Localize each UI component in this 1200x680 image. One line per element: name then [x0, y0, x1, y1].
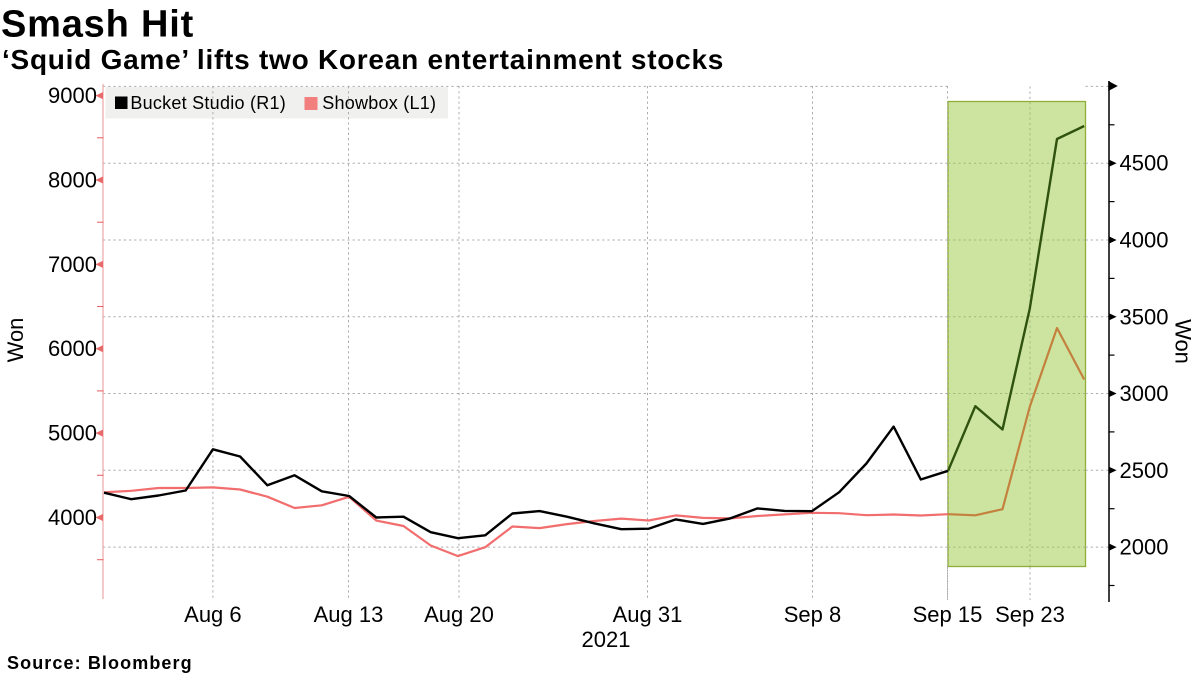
svg-text:Bucket Studio (R1): Bucket Studio (R1): [130, 93, 286, 113]
svg-text:Smash Hit: Smash Hit: [1, 4, 194, 46]
svg-text:Aug 13: Aug 13: [314, 602, 384, 627]
svg-text:Aug 31: Aug 31: [613, 602, 683, 627]
svg-text:3500: 3500: [1120, 304, 1169, 329]
svg-text:Sep 8: Sep 8: [784, 602, 842, 627]
svg-text:4000: 4000: [1120, 228, 1169, 253]
svg-text:‘Squid Game’ lifts two Korean: ‘Squid Game’ lifts two Korean entertainm…: [2, 44, 724, 75]
svg-text:4500: 4500: [1120, 151, 1169, 176]
svg-text:2500: 2500: [1120, 458, 1169, 483]
svg-text:8000: 8000: [48, 168, 97, 193]
svg-text:2000: 2000: [1120, 535, 1169, 560]
svg-text:9000: 9000: [48, 83, 97, 108]
svg-text:6000: 6000: [48, 336, 97, 361]
svg-text:Aug 20: Aug 20: [424, 602, 494, 627]
svg-text:2021: 2021: [582, 627, 631, 652]
svg-text:7000: 7000: [48, 252, 97, 277]
svg-text:Source: Bloomberg: Source: Bloomberg: [7, 653, 193, 673]
svg-text:Won: Won: [3, 318, 28, 363]
svg-text:Sep 23: Sep 23: [995, 602, 1065, 627]
svg-text:Aug 6: Aug 6: [184, 602, 242, 627]
svg-text:5000: 5000: [48, 421, 97, 446]
svg-text:4000: 4000: [48, 505, 97, 530]
svg-text:3000: 3000: [1120, 381, 1169, 406]
svg-text:Showbox (L1): Showbox (L1): [322, 93, 436, 113]
svg-text:Won: Won: [1171, 319, 1196, 364]
svg-text:Sep 15: Sep 15: [913, 602, 983, 627]
